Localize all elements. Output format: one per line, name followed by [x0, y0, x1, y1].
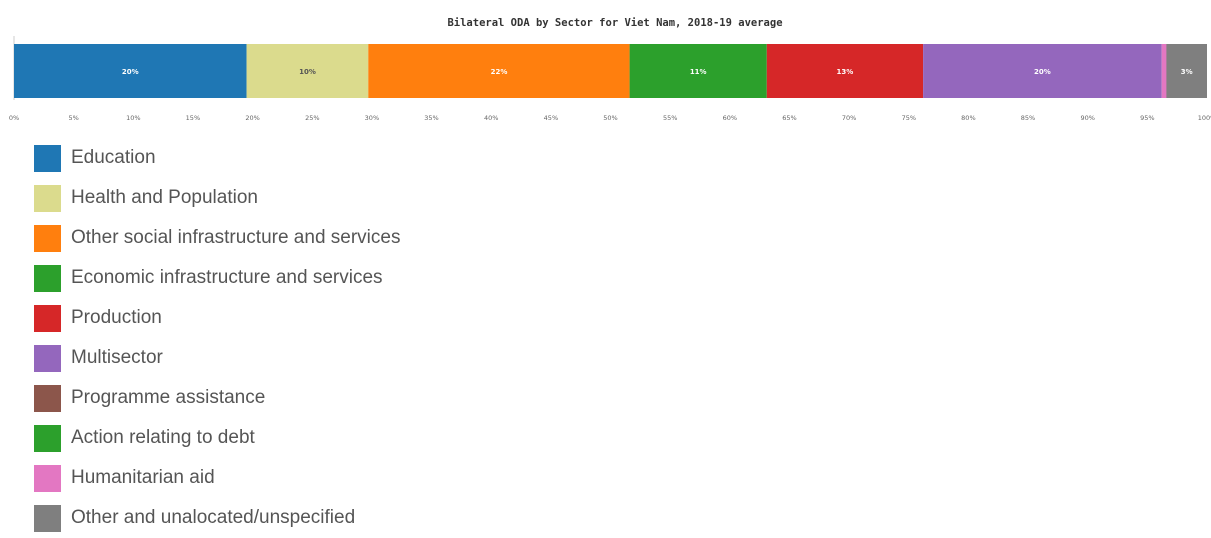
x-tick-label: 100% — [1198, 114, 1211, 122]
x-tick-label: 40% — [484, 114, 498, 122]
legend-label: Multisector — [71, 347, 163, 368]
x-tick-label: 35% — [424, 114, 438, 122]
legend-label: Other social infrastructure and services — [71, 227, 401, 248]
x-tick-label: 45% — [544, 114, 558, 122]
x-tick-label: 25% — [305, 114, 319, 122]
legend-item-other-social-infrastructure-and-services[interactable]: Other social infrastructure and services — [34, 218, 594, 258]
legend-label: Humanitarian aid — [71, 467, 215, 488]
x-tick-label: 50% — [603, 114, 617, 122]
bar-segment-education[interactable] — [14, 44, 247, 98]
bar-data-label-multisector: 20% — [1034, 68, 1051, 76]
legend-item-multisector[interactable]: Multisector — [34, 338, 594, 378]
bar-data-label-other-social-infrastructure-and-services: 22% — [491, 68, 508, 76]
x-tick-label: 5% — [69, 114, 79, 122]
bar-group — [14, 44, 1207, 98]
x-tick-label: 80% — [961, 114, 975, 122]
bar-segment-economic-infrastructure-and-services[interactable] — [629, 44, 767, 98]
bar-data-label-production: 13% — [837, 68, 854, 76]
legend-item-humanitarian-aid[interactable]: Humanitarian aid — [34, 458, 594, 498]
legend-label: Health and Population — [71, 187, 258, 208]
legend-swatch — [34, 424, 61, 452]
legend-item-education[interactable]: Education — [34, 138, 594, 178]
x-tick-label: 75% — [902, 114, 916, 122]
chart-title: Bilateral ODA by Sector for Viet Nam, 20… — [447, 17, 782, 29]
chart: Bilateral ODA by Sector for Viet Nam, 20… — [9, 17, 1211, 532]
x-tick-label: 10% — [126, 114, 140, 122]
bar-data-label-health-and-population: 10% — [299, 68, 316, 76]
x-tick-label: 85% — [1021, 114, 1035, 122]
legend-item-health-and-population[interactable]: Health and Population — [34, 178, 594, 218]
bar-segment-health-and-population[interactable] — [246, 44, 369, 98]
legend-label: Education — [71, 147, 156, 168]
legend-swatch — [34, 264, 61, 292]
x-tick-label: 20% — [245, 114, 259, 122]
x-tick-label: 65% — [782, 114, 796, 122]
legend-item-action-relating-to-debt[interactable]: Action relating to debt — [34, 418, 594, 458]
x-tick-label: 70% — [842, 114, 856, 122]
x-tick-group: 0% 5% 10% 15% 20% 25% 30% 35% 40% 45% 50% 55% 60% 65%… — [9, 114, 1211, 122]
x-tick-label: 0% — [9, 114, 19, 122]
x-tick-label: 30% — [365, 114, 379, 122]
legend-swatch — [34, 504, 61, 532]
bar-data-label-education: 20% — [122, 68, 139, 76]
legend-swatch — [34, 384, 61, 412]
x-tick-label: 15% — [186, 114, 200, 122]
legend-swatch — [34, 464, 61, 492]
legend-label: Programme assistance — [71, 387, 266, 408]
legend-item-economic-infrastructure-and-services[interactable]: Economic infrastructure and services — [34, 258, 594, 298]
bar-segment-other-and-unalocated-unspecified[interactable] — [1166, 44, 1207, 98]
legend-label: Production — [71, 307, 162, 328]
legend-swatch — [34, 184, 61, 212]
legend-item-programme-assistance[interactable]: Programme assistance — [34, 378, 594, 418]
chart-svg: Bilateral ODA by Sector for Viet Nam, 20… — [9, 17, 1211, 122]
legend-item-production[interactable]: Production — [34, 298, 594, 338]
legend-label: Other and unalocated/unspecified — [71, 507, 356, 528]
legend: Education Health and Population Other soci… — [34, 138, 594, 538]
bar-segment-production[interactable] — [766, 44, 924, 98]
x-tick-label: 60% — [723, 114, 737, 122]
legend-label: Action relating to debt — [71, 427, 255, 448]
bar-segment-multisector[interactable] — [923, 44, 1162, 98]
legend-swatch — [34, 344, 61, 372]
legend-swatch — [34, 304, 61, 332]
x-tick-label: 90% — [1080, 114, 1094, 122]
bar-data-label-economic-infrastructure-and-services: 11% — [690, 68, 707, 76]
bar-segment-humanitarian-aid[interactable] — [1161, 44, 1167, 98]
bar-label-group: 20% 10% 22% 11% 13% 20% 3% — [122, 68, 1193, 76]
bar-data-label-other-and-unalocated-unspecified: 3% — [1181, 68, 1193, 76]
x-tick-label: 55% — [663, 114, 677, 122]
bar-segment-other-social-infrastructure-and-services[interactable] — [368, 44, 630, 98]
legend-item-other-and-unalocated-unspecified[interactable]: Other and unalocated/unspecified — [34, 498, 594, 538]
legend-swatch — [34, 224, 61, 252]
legend-label: Economic infrastructure and services — [71, 267, 383, 288]
x-tick-label: 95% — [1140, 114, 1154, 122]
legend-swatch — [34, 144, 61, 172]
